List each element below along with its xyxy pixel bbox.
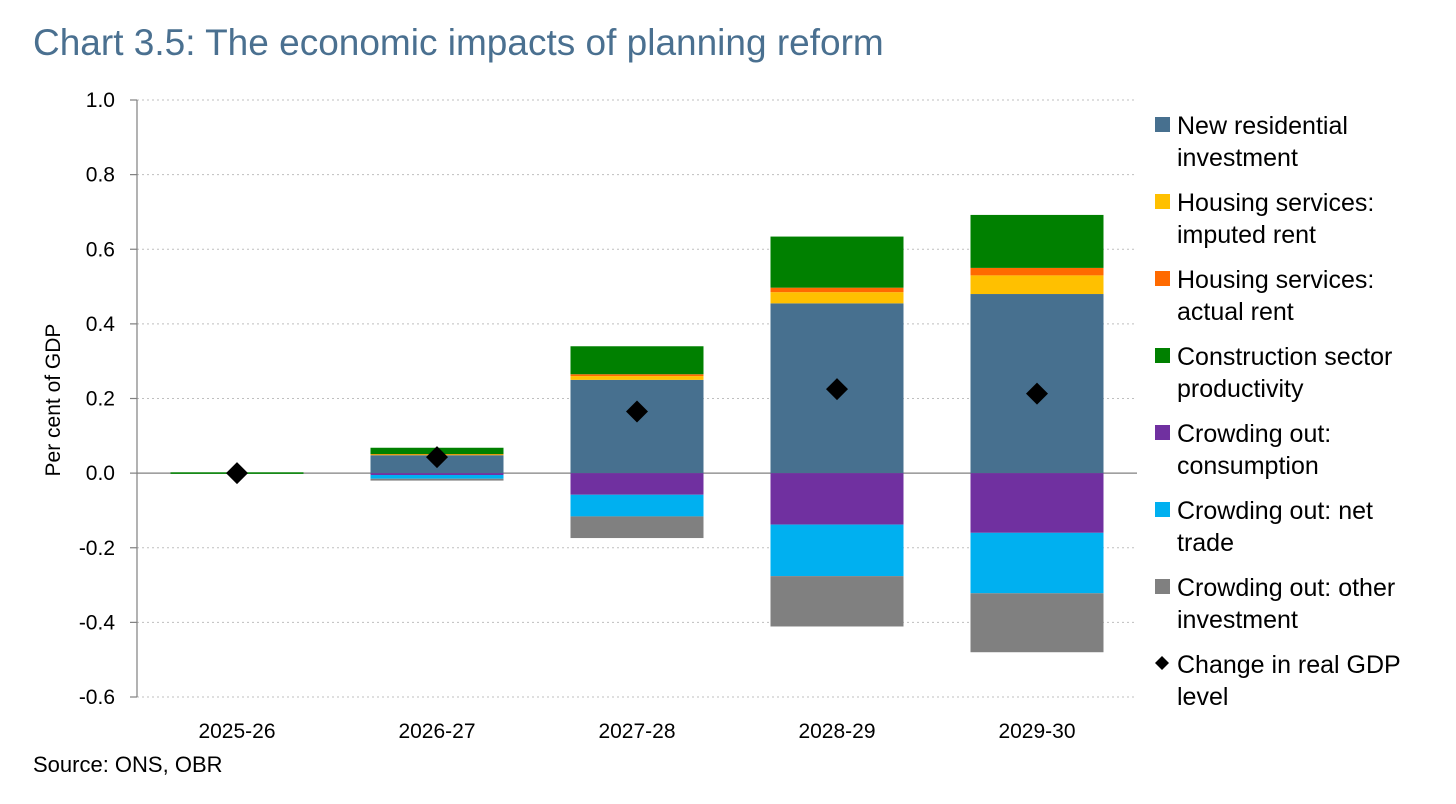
legend: New residential investment Housing service… xyxy=(1155,112,1401,711)
source-note: Source: ONS, OBR xyxy=(33,752,223,777)
bar-segment xyxy=(570,374,704,377)
legend-marker-swatch xyxy=(1155,656,1169,670)
gdp-marker xyxy=(226,462,248,485)
legend-label: Crowding out: net xyxy=(1177,497,1373,525)
y-tick-labels: 1.0 0.8 0.6 0.4 0.2 0.0 -0.2 -0.4 -0.6 xyxy=(79,89,116,709)
gdp-marker xyxy=(1026,382,1048,405)
legend-label: New residential xyxy=(1177,112,1348,140)
legend-swatch xyxy=(1155,271,1170,286)
legend-swatch xyxy=(1155,579,1170,594)
bar-segment xyxy=(770,236,904,288)
y-axis-label: Per cent of GDP xyxy=(42,324,65,477)
y-tick-label: 1.0 xyxy=(86,89,115,112)
legend-label: level xyxy=(1177,683,1228,711)
bar-segment xyxy=(770,292,904,304)
bar-segment xyxy=(370,474,504,479)
bar-segment xyxy=(970,275,1104,295)
x-tick-label: 2026-27 xyxy=(398,720,475,743)
gdp-markers xyxy=(226,378,1048,485)
x-tick-label: 2027-28 xyxy=(598,720,675,743)
y-tick-label: 0.4 xyxy=(86,313,116,336)
x-tick-label: 2025-26 xyxy=(198,720,275,743)
legend-label: Housing services: xyxy=(1177,266,1374,294)
legend-swatch xyxy=(1155,348,1170,363)
x-tick-label: 2029-30 xyxy=(998,720,1075,743)
bar-segment xyxy=(770,576,904,627)
y-tick-label: -0.2 xyxy=(79,537,115,560)
bar-segment xyxy=(570,494,704,517)
bar-segment xyxy=(970,267,1104,276)
x-tick-labels: 2025-26 2026-27 2027-28 2028-29 2029-30 xyxy=(198,720,1075,743)
bar-segment xyxy=(770,287,904,293)
x-tick-label: 2028-29 xyxy=(798,720,875,743)
bar-segment xyxy=(570,516,704,539)
y-tick-label: -0.4 xyxy=(79,611,116,634)
legend-label: trade xyxy=(1177,529,1234,557)
legend-label: Housing services: xyxy=(1177,189,1374,217)
gdp-marker xyxy=(426,446,448,469)
bar-segment xyxy=(970,473,1104,533)
bar-segment xyxy=(770,524,904,577)
gdp-marker xyxy=(626,400,648,423)
bar-segment xyxy=(570,376,704,380)
bar-segment xyxy=(970,214,1104,268)
bar-segment xyxy=(570,473,704,495)
bar-segment xyxy=(370,478,504,481)
y-tick-label: -0.6 xyxy=(79,686,115,709)
y-tick-label: 0.2 xyxy=(86,388,115,411)
legend-label: Crowding out: other xyxy=(1177,574,1395,602)
bar-segment xyxy=(370,473,504,475)
bars xyxy=(170,214,1104,653)
legend-label: productivity xyxy=(1177,375,1304,403)
legend-swatch xyxy=(1155,194,1170,209)
bar-segment xyxy=(970,593,1104,653)
gdp-marker xyxy=(826,378,848,401)
chart-title: Chart 3.5: The economic impacts of plann… xyxy=(33,22,884,63)
bar-segment xyxy=(570,346,704,375)
legend-label: investment xyxy=(1177,144,1298,172)
legend-label: Crowding out: xyxy=(1177,420,1331,448)
legend-swatch xyxy=(1155,117,1170,132)
legend-label: investment xyxy=(1177,606,1298,634)
legend-label: Construction sector xyxy=(1177,343,1392,371)
bar-segment xyxy=(970,532,1104,594)
y-tick-label: 0.0 xyxy=(86,462,115,485)
y-tick-label: 0.6 xyxy=(86,238,115,261)
legend-swatch xyxy=(1155,425,1170,440)
bar-segment xyxy=(770,473,904,525)
legend-label: imputed rent xyxy=(1177,221,1316,249)
y-tick-label: 0.8 xyxy=(86,164,115,187)
legend-label: consumption xyxy=(1177,452,1319,480)
legend-swatch xyxy=(1155,502,1170,517)
legend-label: Change in real GDP xyxy=(1177,651,1401,679)
legend-label: actual rent xyxy=(1177,298,1294,326)
bar-segment xyxy=(570,379,704,474)
